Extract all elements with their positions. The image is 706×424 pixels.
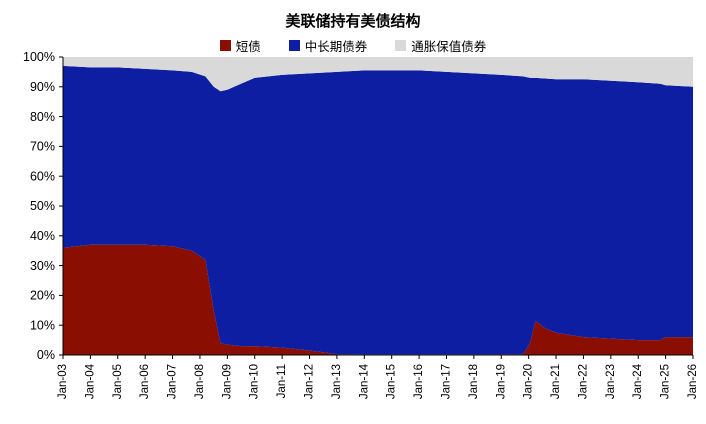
- y-axis-label: 50%: [30, 199, 55, 213]
- legend: 短债 中长期债券 通胀保值债券: [0, 36, 706, 55]
- y-axis-label: 80%: [30, 110, 55, 124]
- x-axis-label: Jan-12: [304, 364, 316, 399]
- area-series-1: [63, 65, 693, 355]
- x-axis-label: Jan-14: [358, 363, 370, 399]
- x-axis-label: Jan-11: [276, 364, 288, 398]
- y-axis-label: 100%: [23, 50, 55, 64]
- x-axis-label: Jan-05: [112, 364, 124, 399]
- x-axis-label: Jan-06: [139, 364, 151, 399]
- legend-label-short-bonds: 短债: [235, 40, 261, 54]
- legend-item-short-bonds: 短债: [219, 36, 261, 55]
- x-axis-label: Jan-17: [440, 364, 452, 399]
- x-axis-label: Jan-03: [57, 364, 69, 399]
- legend-item-tips-bonds: 通胀保值债券: [395, 36, 486, 55]
- legend-item-medium-long-bonds: 中长期债券: [288, 36, 368, 55]
- legend-swatch-short-bonds: [219, 40, 231, 51]
- y-axis-label: 70%: [30, 140, 55, 154]
- y-axis-label: 30%: [30, 259, 55, 273]
- y-axis-label: 40%: [30, 229, 55, 243]
- x-axis-label: Jan-16: [413, 364, 425, 399]
- area-series-0: [63, 244, 693, 355]
- y-axis-label: 20%: [30, 289, 55, 303]
- x-axis-label: Jan-07: [167, 364, 179, 399]
- x-axis-label: Jan-25: [660, 364, 672, 399]
- y-axis-label: 10%: [30, 318, 55, 332]
- legend-swatch-medium-long-bonds: [288, 40, 300, 51]
- y-axis-label: 90%: [30, 80, 55, 94]
- x-axis-label: Jan-23: [605, 364, 617, 399]
- x-axis-label: Jan-26: [687, 364, 699, 399]
- x-axis-label: Jan-08: [194, 364, 206, 399]
- y-axis-label: 60%: [30, 169, 55, 183]
- x-axis-label: Jan-10: [249, 364, 261, 399]
- x-axis-label: Jan-09: [221, 364, 233, 399]
- x-axis-label: Jan-22: [577, 364, 589, 399]
- x-axis-label: Jan-15: [386, 364, 398, 399]
- x-axis-label: Jan-13: [331, 364, 343, 399]
- x-axis-label: Jan-24: [632, 363, 644, 399]
- area-series-2: [63, 57, 693, 92]
- x-axis-label: Jan-20: [523, 364, 535, 399]
- legend-label-medium-long-bonds: 中长期债券: [304, 40, 368, 54]
- legend-swatch-tips-bonds: [395, 40, 407, 51]
- chart-title: 美联储持有美债结构: [285, 13, 421, 30]
- x-axis-label: Jan-19: [495, 364, 507, 399]
- x-axis-label: Jan-18: [468, 364, 480, 399]
- x-axis-label: Jan-04: [84, 363, 96, 399]
- y-axis-label: 0%: [37, 348, 55, 362]
- x-axis-label: Jan-21: [550, 364, 562, 399]
- legend-label-tips-bonds: 通胀保值债券: [411, 40, 487, 54]
